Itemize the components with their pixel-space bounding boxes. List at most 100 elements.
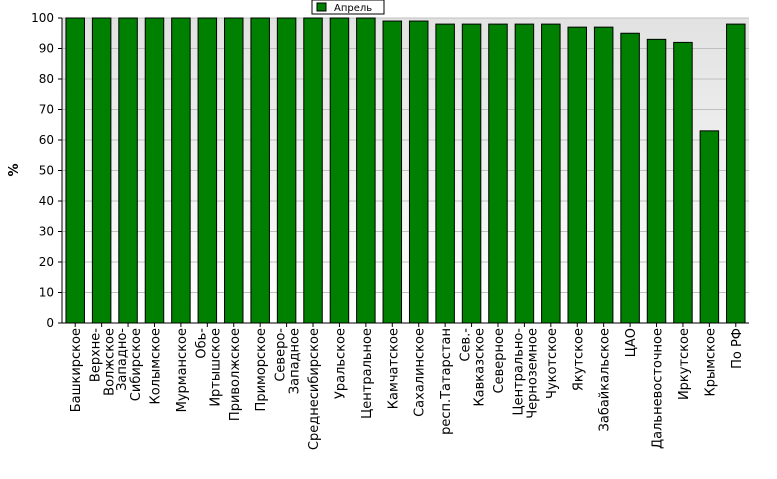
bar <box>514 23 535 324</box>
x-tick-label-line: Западное <box>288 328 303 394</box>
x-tick-label: Иркутское <box>677 328 692 400</box>
x-tick-label-line: Приморское <box>254 328 269 411</box>
y-tick-label: 80 <box>39 72 54 86</box>
bar <box>144 17 165 324</box>
y-tick-label: 100 <box>31 11 54 25</box>
x-tick-label-line: Крымское <box>703 328 718 397</box>
y-tick-label: 60 <box>39 133 54 147</box>
y-tick-label: 10 <box>39 286 54 300</box>
bar <box>435 23 455 324</box>
y-tick-label: 70 <box>39 103 54 117</box>
x-tick-label-line: Сев.- <box>459 328 474 362</box>
x-tick-label: Якутское <box>571 328 586 391</box>
bar <box>250 17 270 324</box>
bar <box>593 26 614 324</box>
y-tick-label: 90 <box>39 42 54 56</box>
bar <box>408 20 429 324</box>
x-tick-label-line: Чукотское <box>545 328 560 399</box>
x-tick-label: Крымское <box>703 328 718 397</box>
bar <box>726 23 746 324</box>
x-tick-label: ЦАО <box>624 328 639 357</box>
x-tick-label-line: Обь- <box>194 328 209 359</box>
bar <box>646 38 667 324</box>
bar <box>699 130 720 324</box>
x-tick-label-line: Дальневосточное <box>651 328 666 449</box>
y-tick-label: 30 <box>39 225 54 239</box>
x-tick-label: Центральное <box>360 328 375 419</box>
legend-label: Апрель <box>334 3 372 14</box>
x-tick-label-line: Центрально- <box>511 328 526 416</box>
x-tick-labels: Башкирское Верхне-ВолжскоеЗападно-Сибирск… <box>69 323 745 450</box>
y-tick-labels: 0 10 20 30 40 50 60 70 80 90 100 <box>31 11 54 330</box>
bar <box>356 17 376 324</box>
bar <box>673 41 693 324</box>
bar <box>65 17 85 324</box>
bar <box>567 26 587 324</box>
x-tick-label-line: Волжское <box>103 328 118 396</box>
x-tick-label: Колымское <box>148 328 163 405</box>
y-tick-label: 0 <box>46 316 54 330</box>
y-tick-label: 40 <box>39 194 54 208</box>
x-tick-label-line: Черноземное <box>525 328 540 419</box>
bars <box>65 17 746 324</box>
x-tick-label-line: Сибирское <box>129 328 144 401</box>
x-tick-label-line: Колымское <box>148 328 163 405</box>
x-tick-label-line: ЦАО <box>624 328 639 357</box>
bar <box>303 17 323 324</box>
x-tick-label: Сахалинское <box>413 328 428 417</box>
x-tick-label: Дальневосточное <box>651 328 666 449</box>
legend: Апрель <box>311 0 385 15</box>
x-tick-label: Сев.-Кавказское <box>459 328 488 407</box>
x-tick-label: Уральское <box>333 328 348 399</box>
x-tick-label-line: Северо- <box>274 328 289 382</box>
x-tick-label-line: Западно- <box>115 328 130 391</box>
x-tick-label-line: Кавказское <box>473 328 488 407</box>
y-tick-label: 20 <box>39 255 54 269</box>
x-tick-label: Забайкальское <box>598 328 613 431</box>
x-tick-label-line: Камчатское <box>386 328 401 409</box>
bar <box>197 17 218 324</box>
x-tick-label: Верхне-Волжское <box>89 328 118 396</box>
x-tick-label: Обь-Иртышское <box>194 328 223 407</box>
bar <box>224 17 244 324</box>
x-tick-label: Мурманское <box>175 328 190 412</box>
bar <box>461 23 482 324</box>
x-tick-label: Западно-Сибирское <box>115 328 144 402</box>
x-tick-label-line: Забайкальское <box>598 328 613 431</box>
x-tick-label: Северо-Западное <box>274 328 303 395</box>
bar <box>541 23 561 324</box>
bar <box>488 23 508 324</box>
x-tick-label-line: Северное <box>492 328 507 393</box>
bar <box>91 17 112 324</box>
y-tick-label: 50 <box>39 164 54 178</box>
axes <box>61 18 749 324</box>
bar <box>276 17 297 324</box>
x-tick-label-line: Среднесибирское <box>307 328 322 450</box>
bar <box>382 20 403 324</box>
legend-swatch <box>316 2 327 12</box>
x-tick-label-line: Приволжское <box>228 328 243 421</box>
x-tick-label-line: По РФ <box>730 328 745 369</box>
legend-box <box>311 0 385 15</box>
x-tick-label: Башкирское <box>69 328 84 412</box>
x-tick-label-line: Сахалинское <box>413 328 428 417</box>
x-tick-label-line: Иртышское <box>208 328 223 407</box>
x-tick-label: Чукотское <box>545 328 560 399</box>
x-tick-label: Приволжское <box>228 328 243 421</box>
bar <box>171 17 191 324</box>
x-tick-label: Центрально-Черноземное <box>511 328 540 419</box>
bar <box>620 32 640 324</box>
x-tick-label: Северное <box>492 328 507 393</box>
x-tick-label-line: Иркутское <box>677 328 692 400</box>
bar <box>329 17 350 324</box>
y-axis-label: % <box>7 163 22 176</box>
x-tick-label-line: Башкирское <box>69 328 84 412</box>
x-tick-label-line: Центральное <box>360 328 375 419</box>
x-tick-label: респ.Татарстан <box>439 328 454 435</box>
x-tick-label: Приморское <box>254 328 269 411</box>
x-tick-label: Камчатское <box>386 328 401 409</box>
x-tick-label: Среднесибирское <box>307 328 322 450</box>
x-tick-label: По РФ <box>730 328 745 369</box>
x-tick-label-line: Уральское <box>333 328 348 399</box>
